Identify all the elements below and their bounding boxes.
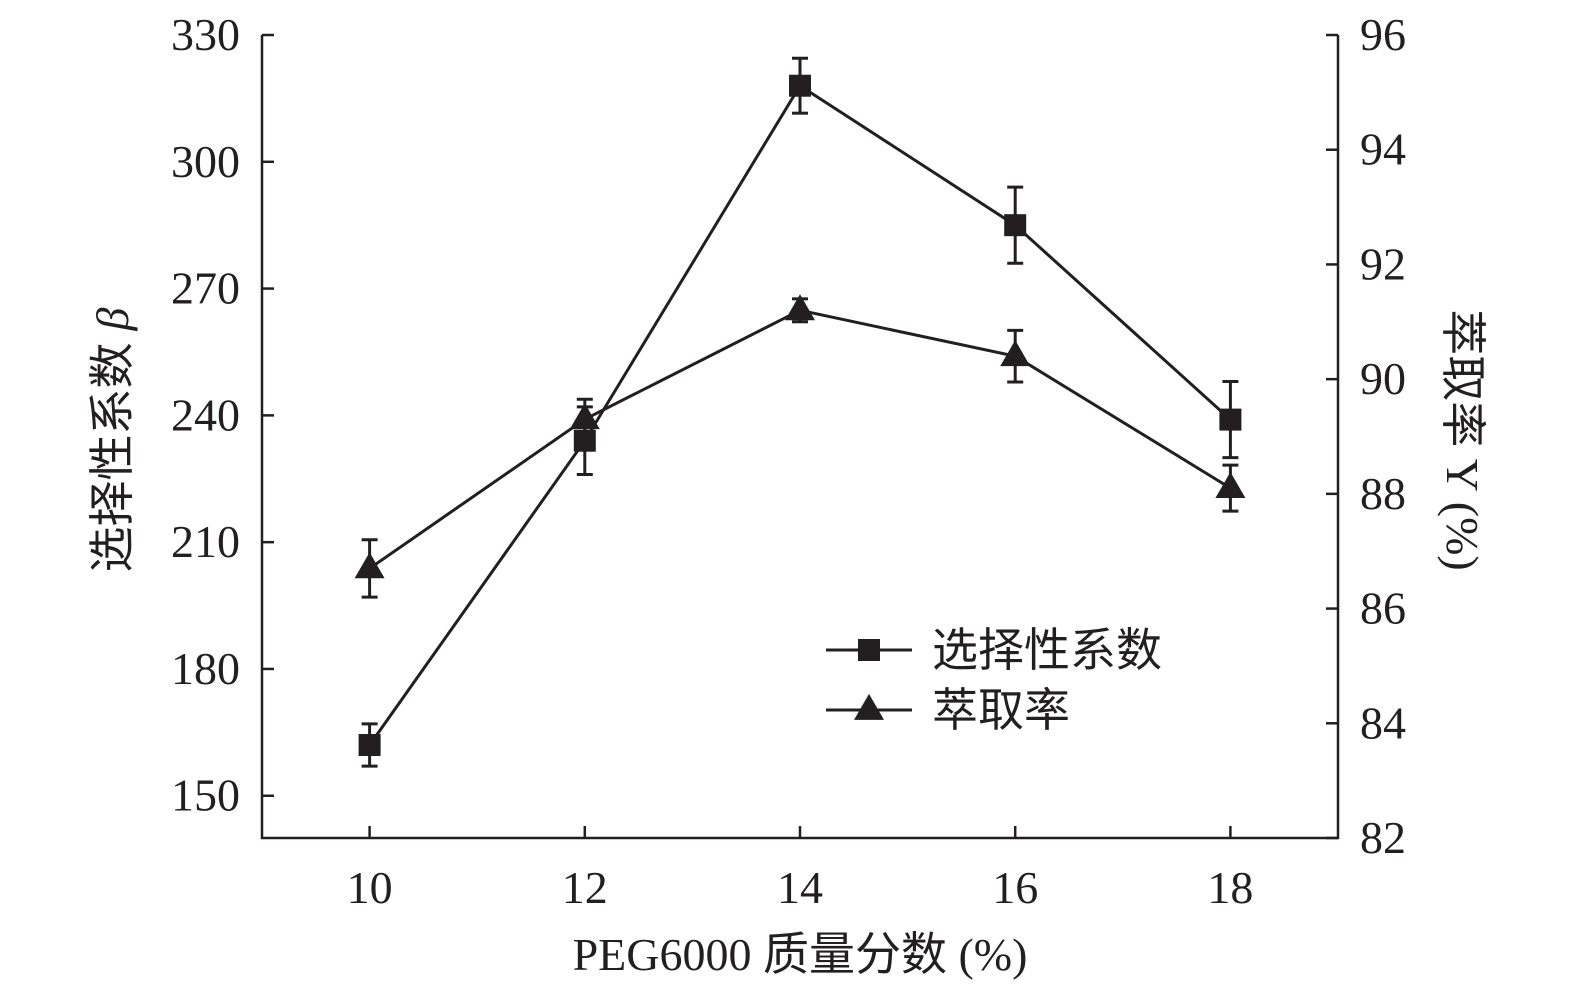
right-tick-label: 96	[1360, 9, 1406, 60]
left-tick-label: 150	[171, 770, 240, 821]
legend-item-2: 萃取率	[826, 685, 1070, 736]
triangle-marker	[785, 294, 815, 321]
right-tick-label: 90	[1360, 353, 1406, 404]
triangle-marker	[1215, 472, 1246, 499]
series-layer	[354, 56, 1246, 768]
left-axis-title-text: 选择性系数	[87, 342, 138, 572]
left-tick-label: 300	[171, 136, 240, 187]
x-tick-label: 14	[777, 862, 823, 913]
left-axis-title: 选择性系数 β	[87, 307, 138, 572]
right-tick-label: 88	[1360, 468, 1406, 519]
square-marker	[1219, 408, 1242, 431]
square-marker	[1004, 214, 1027, 237]
legend-label: 选择性系数	[932, 625, 1162, 676]
square-marker	[789, 74, 811, 97]
series-2	[354, 294, 1246, 599]
left-tick-label: 270	[171, 263, 240, 314]
x-tick-label: 10	[347, 862, 393, 913]
square-marker	[358, 734, 381, 757]
right-tick-label: 84	[1360, 697, 1406, 748]
triangle-marker	[354, 552, 385, 579]
left-tick-label: 180	[171, 643, 240, 694]
x-tick-label: 18	[1207, 862, 1253, 913]
right-tick-label: 94	[1360, 124, 1406, 175]
triangle-marker	[569, 403, 600, 430]
right-tick-label: 82	[1360, 812, 1406, 863]
x-axis-title: PEG6000 质量分数 (%)	[573, 929, 1028, 980]
square-marker	[858, 639, 880, 661]
series-line	[368, 308, 1232, 570]
left-axis-title-symbol: β	[87, 307, 138, 331]
left-tick-label: 210	[171, 516, 240, 567]
left-tick-label: 240	[171, 389, 240, 440]
right-axis-title: 萃取率 Y (%)	[1437, 309, 1488, 570]
triangle-marker	[854, 693, 884, 720]
x-tick-label: 16	[992, 862, 1038, 913]
right-tick-label: 86	[1360, 583, 1406, 634]
right-tick-label: 92	[1360, 238, 1406, 289]
legend-item-1: 选择性系数	[826, 625, 1162, 676]
triangle-marker	[1000, 340, 1031, 367]
left-tick-label: 330	[171, 9, 240, 60]
axes: 150 180 210 240 270 300 330 82 84 86 88 90 92 94 96 10 1…	[171, 9, 1406, 913]
x-tick-label: 12	[562, 862, 608, 913]
legend-label: 萃取率	[932, 685, 1070, 736]
axis-frame	[260, 35, 1340, 840]
